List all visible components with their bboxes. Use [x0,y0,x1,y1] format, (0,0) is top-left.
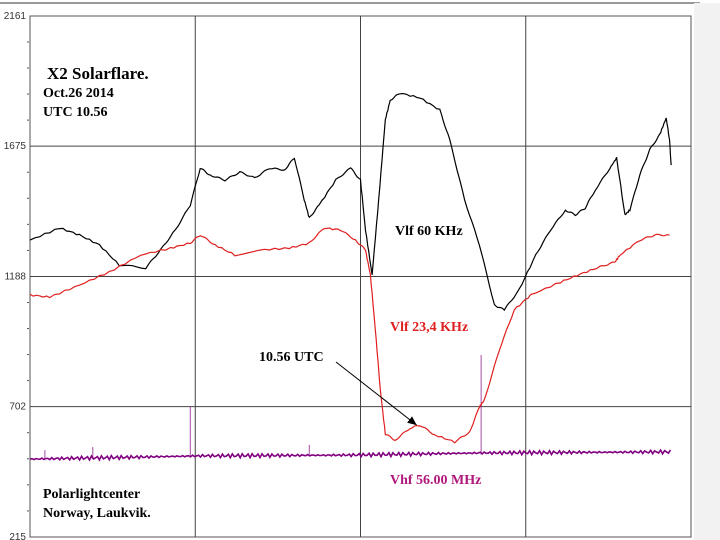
y-axis-ticks: 2161 1675 1188 702 215 [4,11,27,540]
legend-vhf-56: Vhf 56.00 MHz [390,473,481,488]
annotation-label: 10.56 UTC [259,350,324,365]
legend-vlf-60: Vlf 60 KHz [395,224,463,239]
series-vlf-23-line [29,227,670,444]
y-tick-label: 1188 [4,272,26,283]
series-lines [29,92,672,462]
chart-time: UTC 10.56 [43,105,108,120]
series-vlf-60-line [29,92,672,312]
chart-date: Oct.26 2014 [43,86,114,101]
y-tick-label: 2161 [4,11,27,22]
annotation-arrow-line [335,361,417,426]
window-right-margin [694,3,720,540]
annotation-arrowhead [407,416,417,426]
y-tick-label: 1675 [4,141,27,152]
credit-line-2: Norway, Laukvik. [43,506,151,521]
legend-vlf-23: Vlf 23,4 KHz [390,320,468,335]
y-tick-label: 702 [9,402,26,413]
chart-title: X2 Solarflare. [47,64,149,83]
series-vhf-56-line [29,448,672,462]
credit-line-1: Polarlightcenter [43,487,140,502]
y-tick-label: 215 [9,532,26,540]
grid [27,16,691,537]
